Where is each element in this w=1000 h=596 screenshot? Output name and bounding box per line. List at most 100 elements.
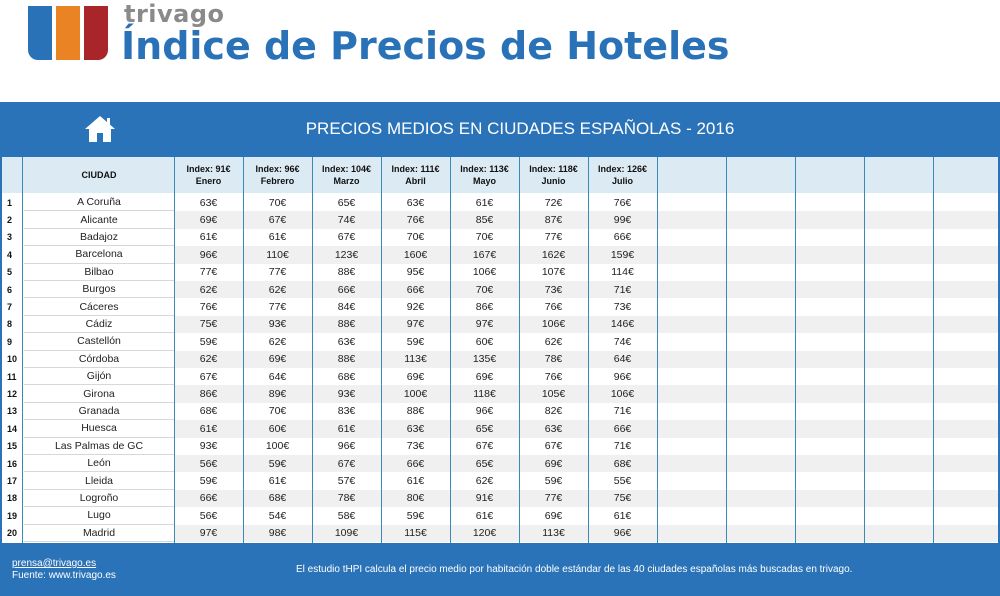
price-cell: 113€: [404, 353, 427, 366]
row-background: [174, 524, 998, 542]
press-email-link[interactable]: prensa@trivago.es: [12, 558, 97, 569]
price-cell: 69€: [475, 370, 494, 383]
month-name-label: Julio: [611, 176, 633, 186]
price-cell: 85€: [475, 214, 494, 227]
price-cell: 76€: [613, 196, 632, 209]
month-name-label: Junio: [541, 176, 566, 186]
price-cell: 110€: [266, 248, 289, 261]
price-cell: 67€: [199, 370, 218, 383]
month-index-label: Index: 111€: [391, 164, 440, 174]
price-cell: 98€: [268, 527, 287, 540]
price-cell: 84€: [337, 301, 356, 314]
price-cell: 93€: [199, 440, 218, 453]
page-footer: prensa@trivago.es Fuente: www.trivago.es…: [0, 543, 1000, 596]
price-cell: 74€: [337, 214, 356, 227]
price-cell: 77€: [544, 492, 563, 505]
price-cell: 69€: [406, 370, 425, 383]
price-cell: 66€: [406, 283, 425, 296]
price-cell: 77€: [268, 266, 287, 279]
price-cell: 91€: [475, 492, 494, 505]
table-row: 4 Barcelona 96€ 110€ 123€ 160€ 167€ 162€ 159€: [2, 246, 998, 264]
row-number: 9: [2, 333, 22, 351]
price-cell: 68€: [613, 457, 632, 470]
city-name: Huesca: [24, 420, 174, 438]
price-cell: 107€: [541, 266, 566, 279]
month-column-header: Index: 126€ Julio: [588, 157, 657, 193]
price-cell: 73€: [613, 301, 632, 314]
price-cell: 80€: [406, 492, 425, 505]
table-row: 18 Logroño 66€ 68€ 78€ 80€ 91€ 77€ 75€: [2, 489, 998, 508]
row-background: [174, 489, 998, 508]
price-cell: 88€: [406, 405, 425, 418]
column-divider: [450, 157, 451, 543]
row-number: 6: [2, 281, 22, 299]
price-cell: 56€: [199, 509, 218, 522]
city-column-header: CIUDAD: [24, 157, 174, 193]
column-divider: [22, 157, 23, 543]
row-number: 16: [2, 455, 22, 473]
price-cell: 96€: [613, 527, 632, 540]
trivago-logo: [28, 6, 108, 60]
price-cell: 146€: [610, 318, 635, 331]
column-divider: [588, 157, 589, 543]
table-row: 5 Bilbao 77€ 77€ 88€ 95€ 106€ 107€ 114€: [2, 263, 998, 281]
price-cell: 65€: [337, 196, 356, 209]
source-text: Fuente: www.trivago.es: [12, 570, 116, 581]
price-cell: 82€: [544, 405, 563, 418]
row-background: [174, 315, 998, 334]
price-cell: 76€: [406, 214, 425, 227]
month-index-label: Index: 126€: [597, 164, 648, 174]
price-cell: 60€: [268, 422, 287, 435]
price-cell: 97€: [475, 318, 494, 331]
price-cell: 88€: [337, 353, 356, 366]
price-cell: 95€: [406, 266, 425, 279]
price-cell: 62€: [268, 283, 287, 296]
table-row: 9 Castellón 59€ 62€ 63€ 59€ 60€ 62€ 74€: [2, 333, 998, 351]
price-cell: 74€: [613, 335, 632, 348]
row-background: [174, 211, 998, 229]
table-row: 20 Madrid 97€ 98€ 109€ 115€ 120€ 113€ 96€: [2, 524, 998, 542]
city-name: Lugo: [24, 507, 174, 525]
price-cell: 61€: [475, 196, 494, 209]
month-column-header: Index: 104€ Marzo: [312, 157, 381, 193]
price-cell: 70€: [406, 231, 425, 244]
row-number: 5: [2, 263, 22, 281]
table-banner: PRECIOS MEDIOS EN CIUDADES ESPAÑOLAS - 2…: [0, 102, 1000, 157]
price-cell: 61€: [199, 422, 218, 435]
price-cell: 62€: [544, 335, 563, 348]
row-number: 12: [2, 385, 22, 403]
price-cell: 115€: [404, 527, 427, 540]
row-number: 1: [2, 194, 22, 212]
row-number: 2: [2, 211, 22, 229]
month-column-header: Index: 111€ Abril: [381, 157, 450, 193]
price-cell: 83€: [337, 405, 356, 418]
table-row: 16 León 56€ 59€ 67€ 66€ 65€ 69€ 68€: [2, 455, 998, 473]
price-cell: 100€: [265, 440, 290, 453]
price-cell: 77€: [199, 266, 218, 279]
row-background: [174, 281, 998, 299]
price-cell: 106€: [610, 388, 635, 401]
price-cell: 109€: [334, 527, 359, 540]
city-name: Badajoz: [24, 228, 174, 247]
home-icon[interactable]: [84, 114, 116, 144]
month-index-label: Index: 104€: [321, 164, 372, 174]
row-number: 11: [2, 368, 22, 386]
row-number: 3: [2, 228, 22, 247]
month-name-label: Enero: [195, 176, 222, 186]
price-cell: 71€: [613, 440, 632, 453]
city-name: León: [24, 455, 174, 473]
row-number: 17: [2, 472, 22, 490]
price-cell: 67€: [268, 214, 287, 227]
price-cell: 63€: [406, 196, 425, 209]
city-name: Castellón: [24, 333, 174, 351]
column-divider: [657, 157, 658, 543]
price-cell: 67€: [544, 440, 563, 453]
price-cell: 72€: [544, 196, 563, 209]
price-cell: 118€: [473, 388, 496, 401]
city-name: Gijón: [24, 368, 174, 386]
price-cell: 70€: [475, 231, 494, 244]
price-cell: 65€: [475, 457, 494, 470]
table-row: 2 Alicante 69€ 67€ 74€ 76€ 85€ 87€ 99€: [2, 211, 998, 229]
price-cell: 78€: [337, 492, 356, 505]
row-background: [174, 350, 998, 368]
